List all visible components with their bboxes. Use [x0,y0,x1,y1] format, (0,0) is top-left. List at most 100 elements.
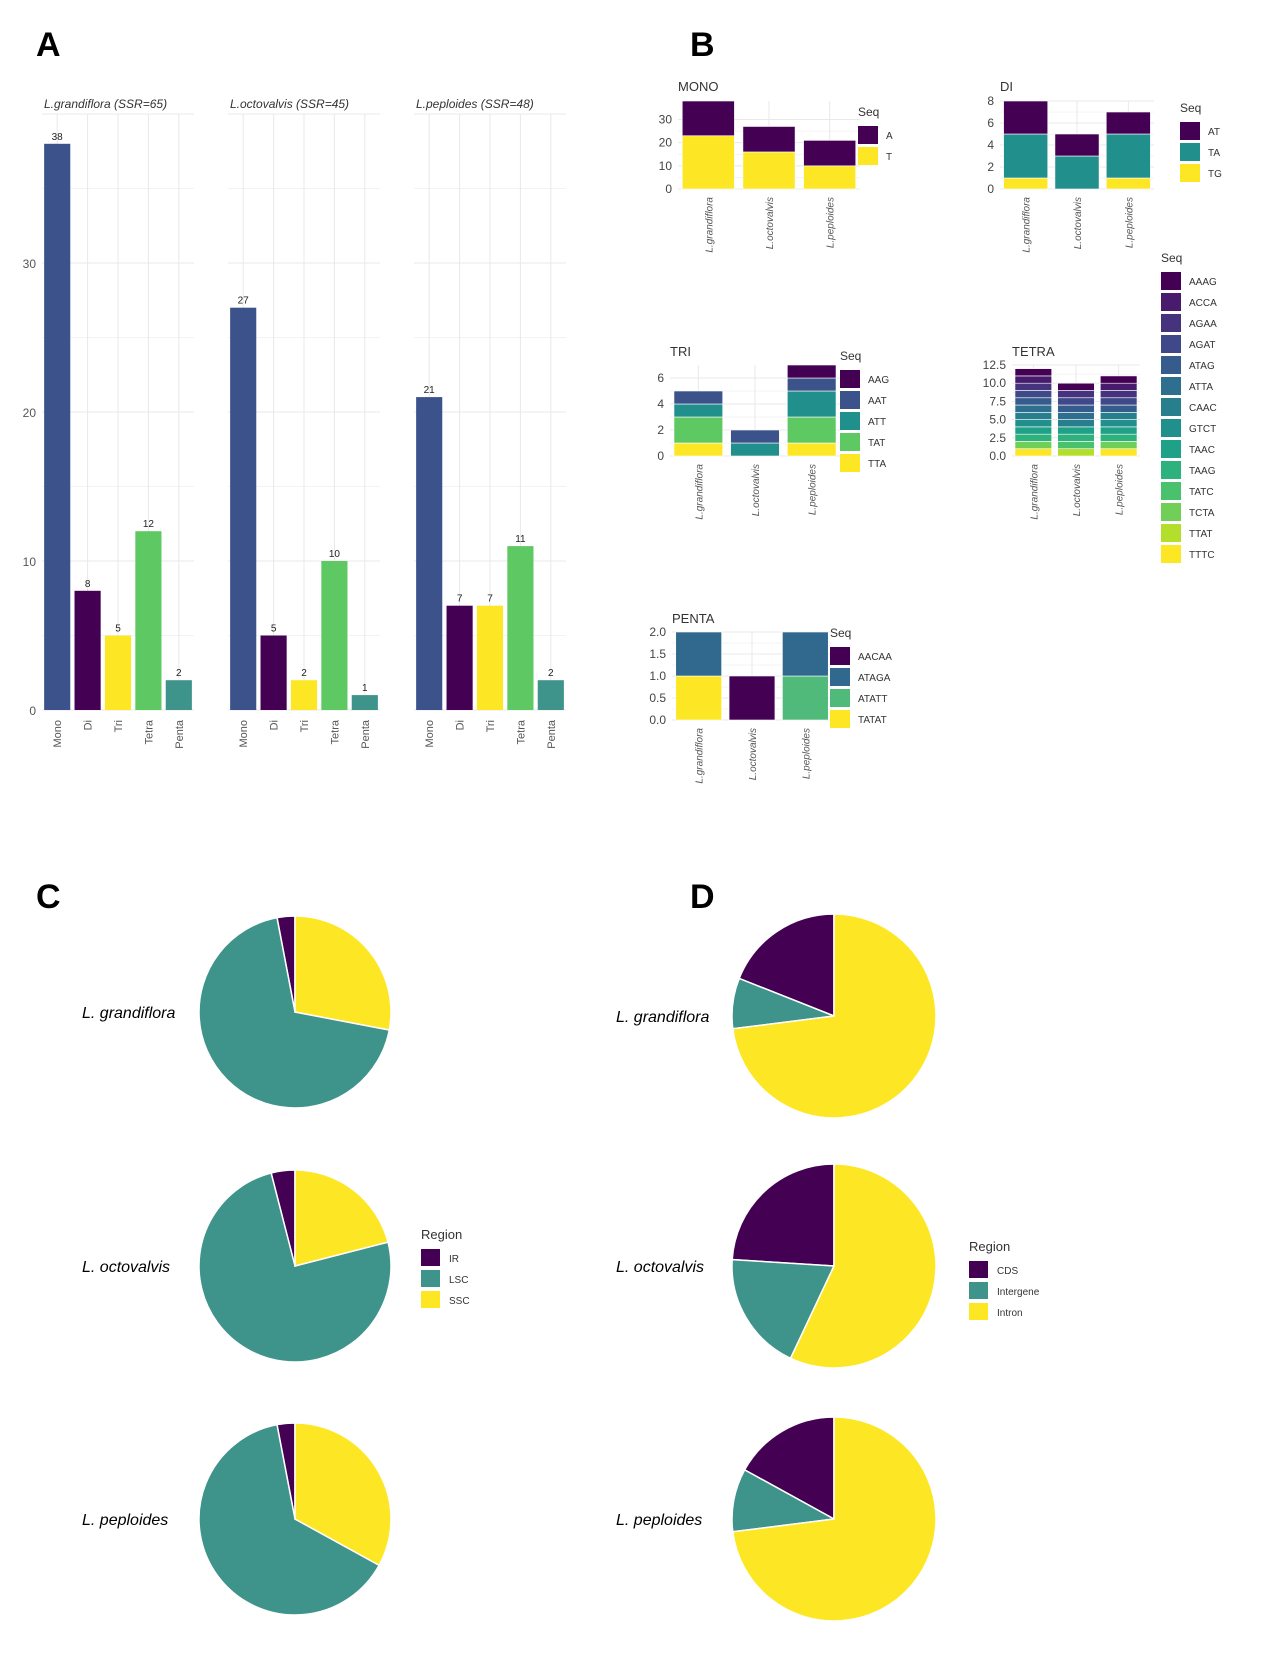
b-legend-swatch [830,668,850,686]
b-legend-swatch [1161,545,1181,563]
a-bar [290,680,318,710]
b-legend-swatch [1180,164,1200,182]
b-legend-title: Seq [840,349,861,363]
pie-chart: L. octovalvis [82,1169,392,1363]
b-legend-label: TATAT [858,715,887,726]
b-legend-label: TG [1208,169,1222,180]
b-stacked-bar-segment [675,675,722,721]
a-bar-value-label: 21 [424,385,436,396]
b-stacked-bar-segment [1100,404,1138,413]
b-stacked-bar-segment [1100,441,1138,450]
b-stacked-bar-segment [1100,382,1138,391]
a-bar-value-label: 38 [52,132,64,143]
b-ytick-label: 4 [657,397,664,411]
b-ytick-label: 7.5 [989,394,1006,408]
a-bar [135,531,162,710]
a-bar [74,590,101,710]
b-stacked-bar-segment [1014,397,1052,406]
b-stacked-bar-segment [1014,426,1052,435]
b-subplot-title: PENTA [672,611,715,626]
b-stacked-bar-segment [673,390,724,405]
pie-label: L. peploides [616,1512,702,1529]
b-legend-swatch [1161,440,1181,458]
pie-slice [294,915,392,1031]
b-legend-label: AGAT [1189,340,1215,351]
panel-d-pie-charts: L. grandiflora L. octovalvis L. peploides R… [616,913,1040,1622]
b-stacked-bar-segment [803,165,857,190]
b-stacked-bar-segment [1100,419,1138,428]
a-bar [507,546,534,710]
pie-chart: L. grandiflora [82,915,392,1109]
a-xtick-label: Penta [546,719,558,749]
b-stacked-bar-segment [1014,390,1052,399]
b-xtick-label: L.octovalvis [1073,197,1084,249]
a-xtick-label: Di [455,720,467,730]
b-stacked-bar-segment [673,416,724,444]
b-stacked-bar-segment [1100,412,1138,420]
pie-slice [294,1422,392,1567]
b-xtick-label: L.octovalvis [1072,464,1083,516]
pie-slice [731,1416,937,1622]
b-legend-label: TATC [1189,487,1214,498]
pie-legend: Region CDS Intergene Intron [969,1239,1040,1320]
a-xtick-label: Di [269,720,281,730]
b-stacked-bar-segment [1057,448,1095,457]
b-legend-swatch [1161,377,1181,395]
pie-chart: L. grandiflora [616,913,937,1119]
b-legend-label: ATAG [1189,361,1215,372]
b-stacked-bar-segment [1003,177,1049,190]
b-legend-label: ACCA [1189,298,1217,309]
a-ytick-label: 30 [23,257,37,271]
pie-slice [743,1416,835,1521]
b-stacked-bar-segment [1014,433,1052,442]
b-stacked-bar-segment [1057,441,1095,450]
b-stacked-bar-segment [1014,368,1052,377]
a-ytick-label: 0 [29,704,36,718]
b-xtick-label: L.peploides [1124,197,1135,248]
b-subplot-title: TETRA [1012,344,1055,359]
pie-legend-swatch [969,1261,988,1278]
b-legend: Seq AAG AAT ATT TAT TTA [840,349,889,472]
b-stacked-bar-segment [1014,375,1052,384]
b-subplot: MONO 0 10 20 30 L.grandiflora L.octovalvis L.pe… [659,79,893,253]
b-stacked-bar-segment [1014,412,1052,420]
pie-legend-title: Region [969,1239,1010,1254]
b-ytick-label: 0 [987,182,994,196]
b-legend-label: TCTA [1189,508,1215,519]
b-legend: Seq AT [858,105,893,165]
panel-c-pie-charts: L. grandiflora L. octovalvis L. peploides R… [82,915,470,1616]
b-ytick-label: 6 [657,371,664,385]
a-bar-value-label: 27 [238,296,250,307]
pie-legend-swatch [969,1282,988,1299]
b-stacked-bar-segment [1014,441,1052,450]
b-stacked-bar-segment [1057,419,1095,428]
a-xtick-label: Tri [299,720,311,732]
b-ytick-label: 0.5 [649,691,666,705]
b-legend-label: A [886,131,893,142]
a-bar-value-label: 11 [515,534,526,545]
b-ytick-label: 30 [659,113,673,127]
a-xtick-label: Tetra [329,719,341,744]
b-stacked-bar-segment [1100,426,1138,435]
a-bar-value-label: 10 [329,549,341,560]
b-legend-swatch [1161,356,1181,374]
pie-legend: Region IR LSC SSC [421,1227,470,1308]
b-legend-swatch [1161,398,1181,416]
b-ytick-label: 8 [987,94,994,108]
b-legend-swatch [840,370,860,388]
b-stacked-bar-segment [1057,397,1095,406]
panel-a-facet-bar-chart: 0 10 20 30 L.grandiflora (SSR=65) 38 Mono 8 Di 5 T… [23,97,566,749]
a-xtick-label: Tri [485,720,497,732]
pie-chart: L. peploides [616,1416,937,1622]
a-bar-value-label: 7 [487,594,493,605]
b-legend-label: AAT [868,396,887,407]
b-legend-label: ATTA [1189,382,1213,393]
a-bar [321,561,348,710]
pie-legend-title: Region [421,1227,462,1242]
b-stacked-bar-segment [681,135,735,190]
pie-legend-swatch [421,1270,440,1287]
b-ytick-label: 0.0 [649,713,666,727]
b-subplot: PENTA 0.0 0.5 1.0 1.5 2.0 L.grandiflora L.octov… [649,611,892,784]
pie-slice [198,1423,381,1616]
pie-slice [198,1172,392,1363]
